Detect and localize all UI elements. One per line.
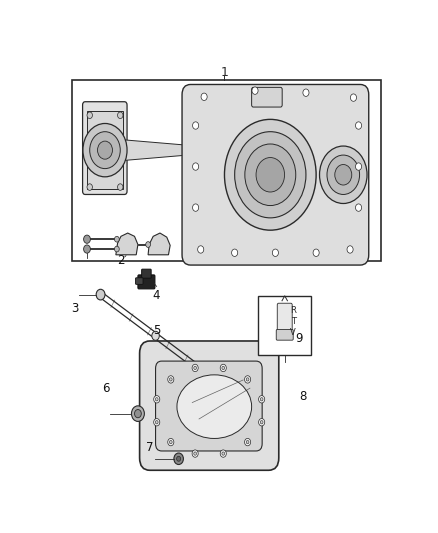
Circle shape <box>335 165 352 185</box>
Circle shape <box>84 235 90 243</box>
Circle shape <box>193 122 199 129</box>
Text: 1: 1 <box>221 66 228 79</box>
Circle shape <box>134 409 141 418</box>
Circle shape <box>90 132 120 168</box>
Polygon shape <box>124 140 197 160</box>
Circle shape <box>245 144 296 206</box>
FancyBboxPatch shape <box>83 102 127 195</box>
Circle shape <box>155 421 158 424</box>
Circle shape <box>170 440 172 444</box>
Circle shape <box>260 421 263 424</box>
Circle shape <box>356 163 362 170</box>
Circle shape <box>222 452 225 455</box>
Text: 5: 5 <box>153 324 160 337</box>
Text: 3: 3 <box>71 302 79 314</box>
FancyBboxPatch shape <box>141 269 151 278</box>
Circle shape <box>313 249 319 256</box>
Circle shape <box>235 132 306 218</box>
Circle shape <box>258 418 265 426</box>
Circle shape <box>174 453 184 465</box>
Circle shape <box>232 249 238 256</box>
Circle shape <box>194 366 197 369</box>
Circle shape <box>327 155 360 195</box>
Text: 6: 6 <box>102 382 110 394</box>
Circle shape <box>87 112 92 118</box>
Circle shape <box>246 440 249 444</box>
Circle shape <box>193 163 199 170</box>
Circle shape <box>84 245 90 253</box>
Circle shape <box>244 439 251 446</box>
Circle shape <box>114 246 119 252</box>
Circle shape <box>258 395 265 403</box>
FancyBboxPatch shape <box>251 87 282 107</box>
Circle shape <box>222 366 225 369</box>
Circle shape <box>146 241 151 247</box>
Circle shape <box>198 246 204 253</box>
Circle shape <box>220 450 226 457</box>
Circle shape <box>192 450 198 457</box>
FancyBboxPatch shape <box>140 341 279 470</box>
Circle shape <box>154 395 160 403</box>
FancyBboxPatch shape <box>87 111 123 189</box>
Circle shape <box>117 112 123 118</box>
Polygon shape <box>116 233 138 255</box>
Circle shape <box>272 249 279 256</box>
Circle shape <box>192 364 198 372</box>
FancyBboxPatch shape <box>135 278 143 284</box>
Circle shape <box>350 94 357 101</box>
FancyBboxPatch shape <box>277 303 292 334</box>
Circle shape <box>114 236 119 242</box>
FancyBboxPatch shape <box>138 275 155 289</box>
Ellipse shape <box>177 375 251 439</box>
Circle shape <box>177 456 181 461</box>
Circle shape <box>155 398 158 401</box>
Circle shape <box>168 439 174 446</box>
Circle shape <box>319 146 367 204</box>
Circle shape <box>152 332 159 340</box>
Circle shape <box>170 378 172 381</box>
Text: 4: 4 <box>153 289 160 302</box>
Circle shape <box>347 246 353 253</box>
Circle shape <box>98 141 113 159</box>
Circle shape <box>117 184 123 190</box>
Circle shape <box>194 452 197 455</box>
Circle shape <box>154 418 160 426</box>
Circle shape <box>201 93 207 101</box>
Circle shape <box>356 122 362 129</box>
Circle shape <box>303 89 309 96</box>
Circle shape <box>131 406 145 422</box>
Bar <box>258 296 311 356</box>
Circle shape <box>244 376 251 383</box>
Polygon shape <box>148 233 170 255</box>
Text: 2: 2 <box>117 254 125 266</box>
Text: 8: 8 <box>299 390 306 403</box>
Circle shape <box>224 119 316 230</box>
Text: R: R <box>290 306 296 314</box>
Text: V: V <box>290 328 296 337</box>
Circle shape <box>260 398 263 401</box>
Circle shape <box>168 376 174 383</box>
Circle shape <box>87 184 92 190</box>
Text: 9: 9 <box>295 333 303 345</box>
FancyBboxPatch shape <box>182 84 369 265</box>
Circle shape <box>256 158 285 192</box>
FancyBboxPatch shape <box>155 361 262 451</box>
Circle shape <box>96 289 105 300</box>
Circle shape <box>193 204 199 211</box>
Circle shape <box>252 87 258 94</box>
Circle shape <box>220 364 226 372</box>
Circle shape <box>356 204 362 211</box>
Text: T: T <box>291 317 296 326</box>
Bar <box>72 80 381 261</box>
FancyBboxPatch shape <box>276 329 293 340</box>
Circle shape <box>83 124 127 177</box>
Text: 7: 7 <box>146 441 154 454</box>
Circle shape <box>246 378 249 381</box>
